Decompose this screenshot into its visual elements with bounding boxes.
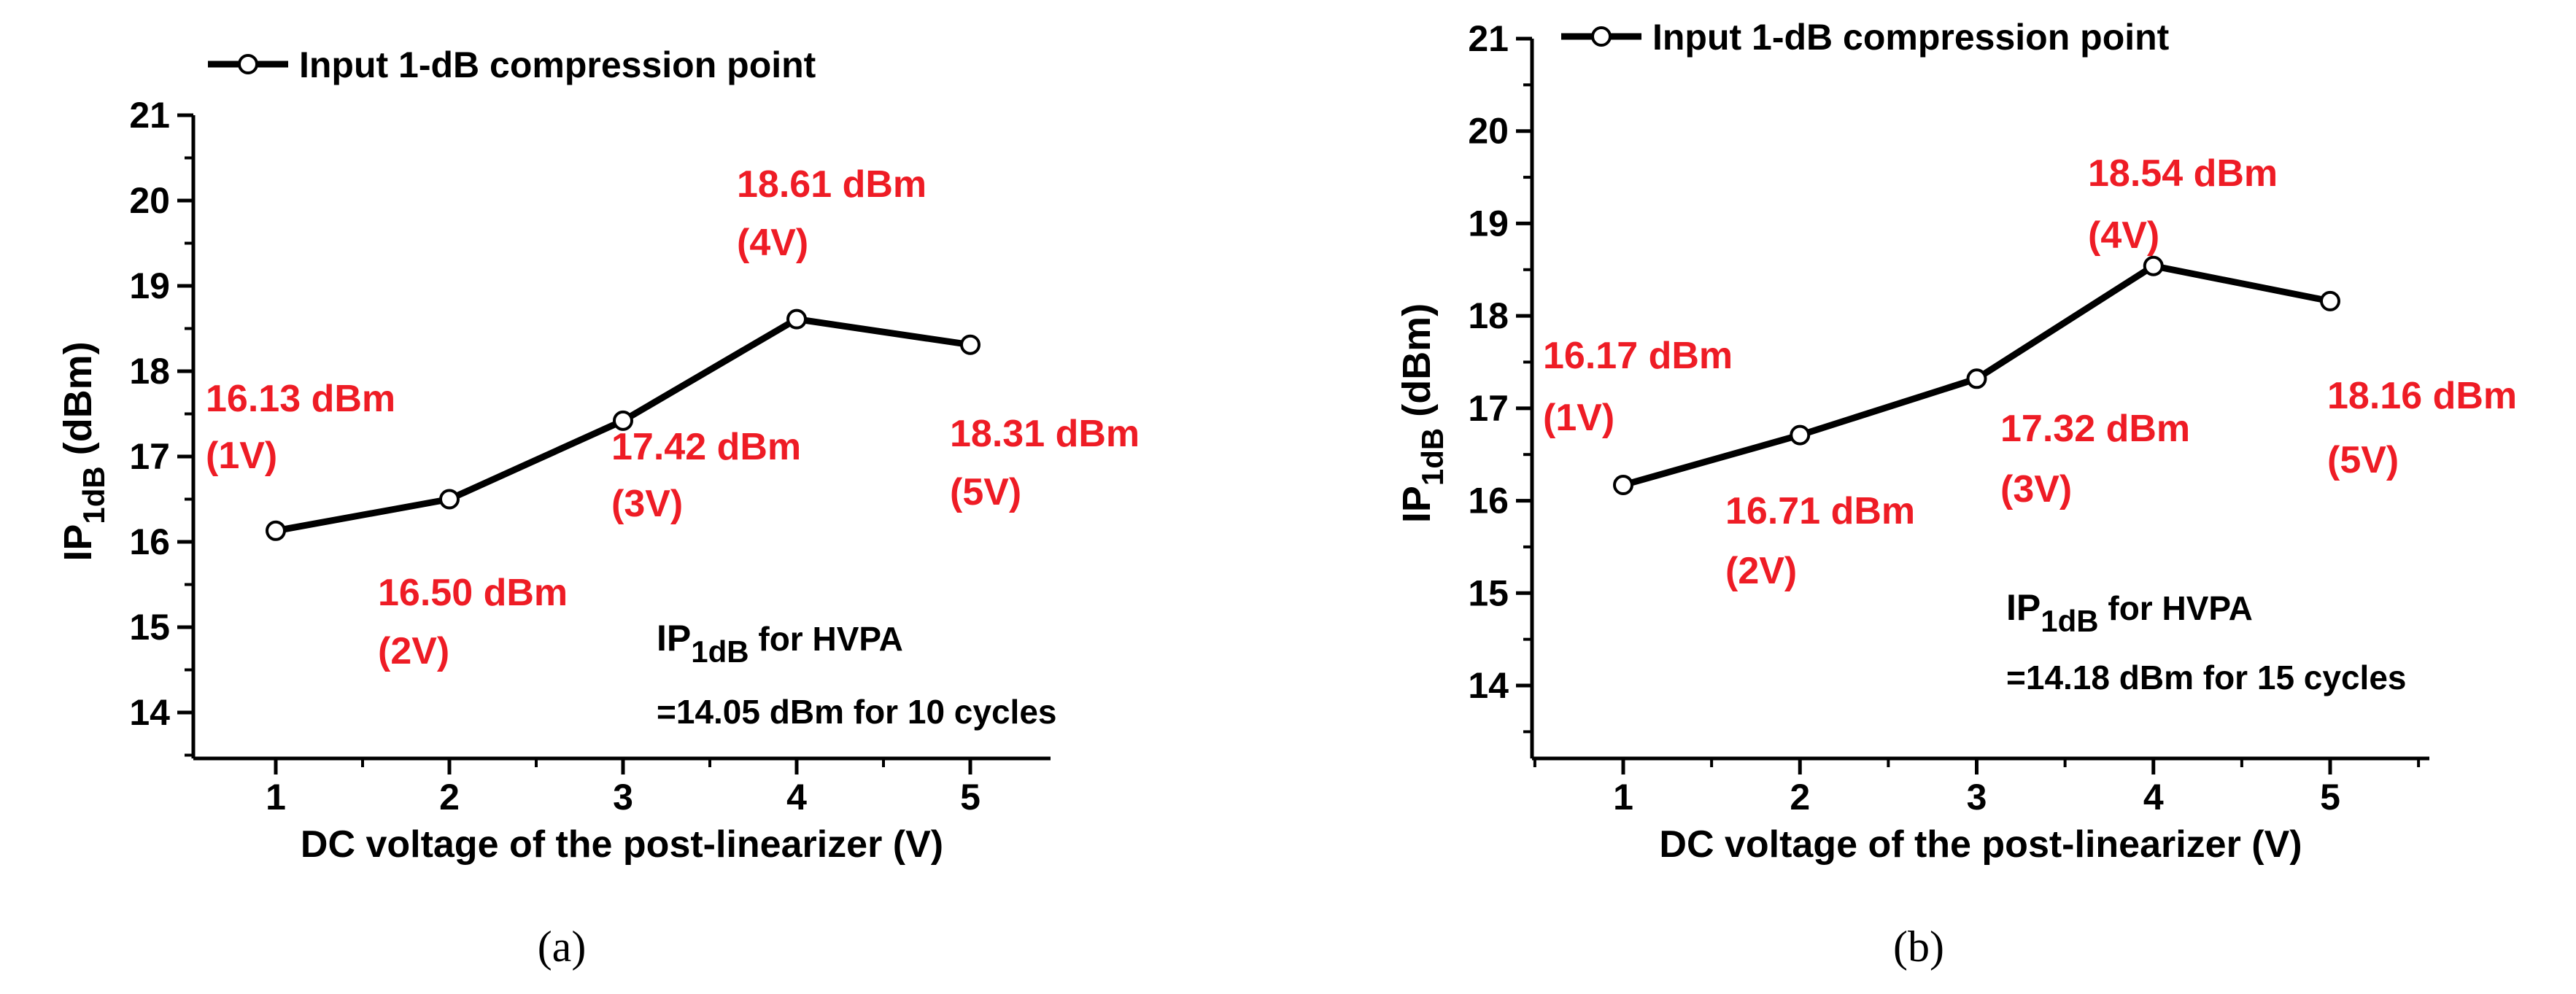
legend-label: Input 1-dB compression point xyxy=(299,44,816,85)
data-label-voltage: (3V) xyxy=(2000,468,2072,510)
y-tick-label: 20 xyxy=(129,180,170,221)
data-label-value: 16.71 dBm xyxy=(1725,490,1915,532)
data-point xyxy=(2320,290,2340,311)
legend-label: Input 1-dB compression point xyxy=(1652,17,2170,58)
data-label-voltage: (4V) xyxy=(737,222,808,264)
data-point xyxy=(266,520,286,541)
data-label-value: 16.50 dBm xyxy=(378,572,568,614)
data-label-value: 18.54 dBm xyxy=(2088,152,2278,195)
note-line-2: =14.18 dBm for 15 cycles xyxy=(2006,659,2407,696)
note-rest: for HVPA xyxy=(749,620,903,658)
x-tick-label: 1 xyxy=(266,777,286,818)
y-axis-title: IP1dB (dBm) xyxy=(1395,303,1450,523)
data-point xyxy=(613,410,633,431)
data-label-value: 18.31 dBm xyxy=(950,413,1140,455)
note-main: IP xyxy=(2006,587,2041,628)
x-tick-label: 2 xyxy=(439,777,460,818)
note-sub: 1dB xyxy=(691,634,749,669)
data-label-value: 17.42 dBm xyxy=(611,426,801,468)
y-tick-label: 18 xyxy=(129,351,170,392)
x-tick-label: 4 xyxy=(2143,777,2164,818)
y-tick-label: 18 xyxy=(1468,295,1509,336)
y-tick-label: 21 xyxy=(129,95,170,136)
note-line-2: =14.05 dBm for 10 cycles xyxy=(657,693,1057,731)
data-label-voltage: (4V) xyxy=(2088,214,2159,257)
y-axis-title-main: IP xyxy=(56,524,100,562)
data-point xyxy=(2143,255,2164,276)
x-tick-label: 5 xyxy=(2320,777,2340,818)
note-line-1: IP1dB for HVPA xyxy=(657,618,903,669)
data-point xyxy=(1966,368,1987,389)
note-rest: for HVPA xyxy=(2099,589,2253,627)
y-axis-title-sub: 1dB xyxy=(77,466,111,524)
panel-caption: (a) xyxy=(538,923,587,971)
y-tick-label: 14 xyxy=(129,692,170,733)
data-label-value: 18.16 dBm xyxy=(2327,375,2517,417)
data-point xyxy=(786,308,807,330)
x-tick-label: 3 xyxy=(1967,777,1987,818)
data-point xyxy=(439,489,460,510)
y-tick-label: 21 xyxy=(1468,18,1509,59)
data-label-value: 18.61 dBm xyxy=(737,163,927,206)
x-tick-label: 3 xyxy=(613,777,633,818)
y-axis-title-rest: (dBm) xyxy=(1395,303,1439,428)
y-tick-label: 14 xyxy=(1468,665,1509,706)
data-point xyxy=(1790,424,1811,446)
data-label-value: 16.17 dBm xyxy=(1543,335,1733,377)
y-tick-label: 16 xyxy=(129,521,170,562)
data-label-voltage: (2V) xyxy=(1725,550,1797,592)
y-tick-label: 20 xyxy=(1468,111,1509,152)
data-label-value: 17.32 dBm xyxy=(2000,408,2190,450)
data-label-voltage: (5V) xyxy=(950,471,1021,513)
y-axis-title-main: IP xyxy=(1395,486,1439,523)
data-label-value: 16.13 dBm xyxy=(206,378,395,420)
x-tick-label: 4 xyxy=(786,777,807,818)
y-tick-label: 15 xyxy=(1468,572,1509,613)
panel-caption: (b) xyxy=(1893,923,1944,971)
note-sub: 1dB xyxy=(2041,604,2098,638)
y-tick-label: 16 xyxy=(1468,481,1509,521)
y-tick-label: 17 xyxy=(1468,388,1509,429)
data-label-voltage: (1V) xyxy=(1543,397,1614,439)
y-tick-label: 17 xyxy=(129,436,170,477)
note-main: IP xyxy=(657,618,691,659)
note-line-1: IP1dB for HVPA xyxy=(2006,587,2253,638)
y-tick-label: 19 xyxy=(129,265,170,306)
x-axis-title: DC voltage of the post-linearizer (V) xyxy=(301,823,943,866)
x-tick-label: 2 xyxy=(1790,777,1810,818)
y-axis-title: IP1dB (dBm) xyxy=(56,341,111,561)
legend-marker xyxy=(1591,26,1612,47)
y-axis-title-sub: 1dB xyxy=(1415,428,1450,486)
y-tick-label: 19 xyxy=(1468,203,1509,244)
data-label-voltage: (3V) xyxy=(611,483,683,525)
data-label-voltage: (5V) xyxy=(2327,439,2399,481)
data-point xyxy=(1613,475,1633,496)
legend-marker xyxy=(238,54,258,74)
data-label-voltage: (1V) xyxy=(206,435,277,477)
data-point xyxy=(960,334,980,355)
x-tick-label: 1 xyxy=(1613,777,1633,818)
x-axis-title: DC voltage of the post-linearizer (V) xyxy=(1659,823,2302,866)
x-tick-label: 5 xyxy=(960,777,980,818)
y-tick-label: 15 xyxy=(129,607,170,648)
data-label-voltage: (2V) xyxy=(378,630,449,672)
y-axis-title-rest: (dBm) xyxy=(56,341,100,466)
